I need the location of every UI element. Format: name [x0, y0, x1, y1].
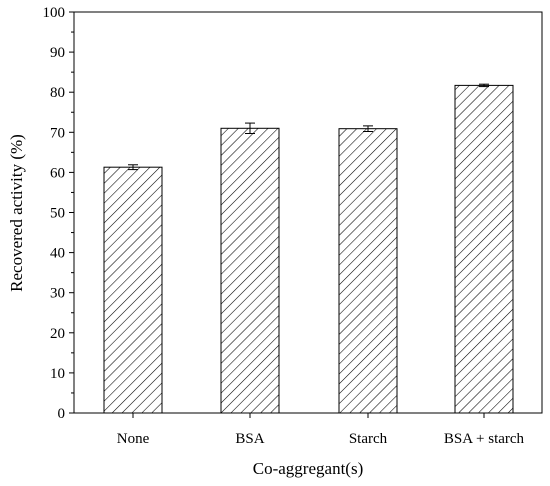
- bar: [338, 128, 398, 414]
- x-tick-label: BSA + starch: [444, 431, 525, 447]
- bars-group: [103, 83, 514, 414]
- y-tick-label: 10: [50, 366, 65, 382]
- y-tick-label: 0: [58, 406, 66, 422]
- y-tick-label: 90: [50, 45, 65, 61]
- x-tick-label: Starch: [349, 431, 388, 447]
- x-axis-label: Co-aggregant(s): [253, 459, 363, 478]
- bar: [454, 84, 514, 414]
- bar: [103, 166, 163, 414]
- bar: [220, 127, 280, 414]
- y-axis-label: Recovered activity (%): [7, 134, 26, 292]
- y-tick-label: 50: [50, 206, 65, 222]
- x-tick-label: None: [117, 431, 150, 447]
- y-tick-label: 70: [50, 125, 65, 141]
- y-tick-label: 40: [50, 246, 65, 262]
- y-tick-label: 20: [50, 326, 65, 342]
- y-axis: 0 10 20 30 40 50 60 70 80 90 100: [43, 5, 74, 422]
- y-tick-label: 80: [50, 85, 65, 101]
- x-tick-label: BSA: [235, 431, 264, 447]
- y-tick-label: 30: [50, 286, 65, 302]
- x-axis: None BSA Starch BSA + starch: [117, 413, 525, 447]
- y-tick-label: 100: [43, 5, 66, 21]
- y-tick-label: 60: [50, 165, 65, 181]
